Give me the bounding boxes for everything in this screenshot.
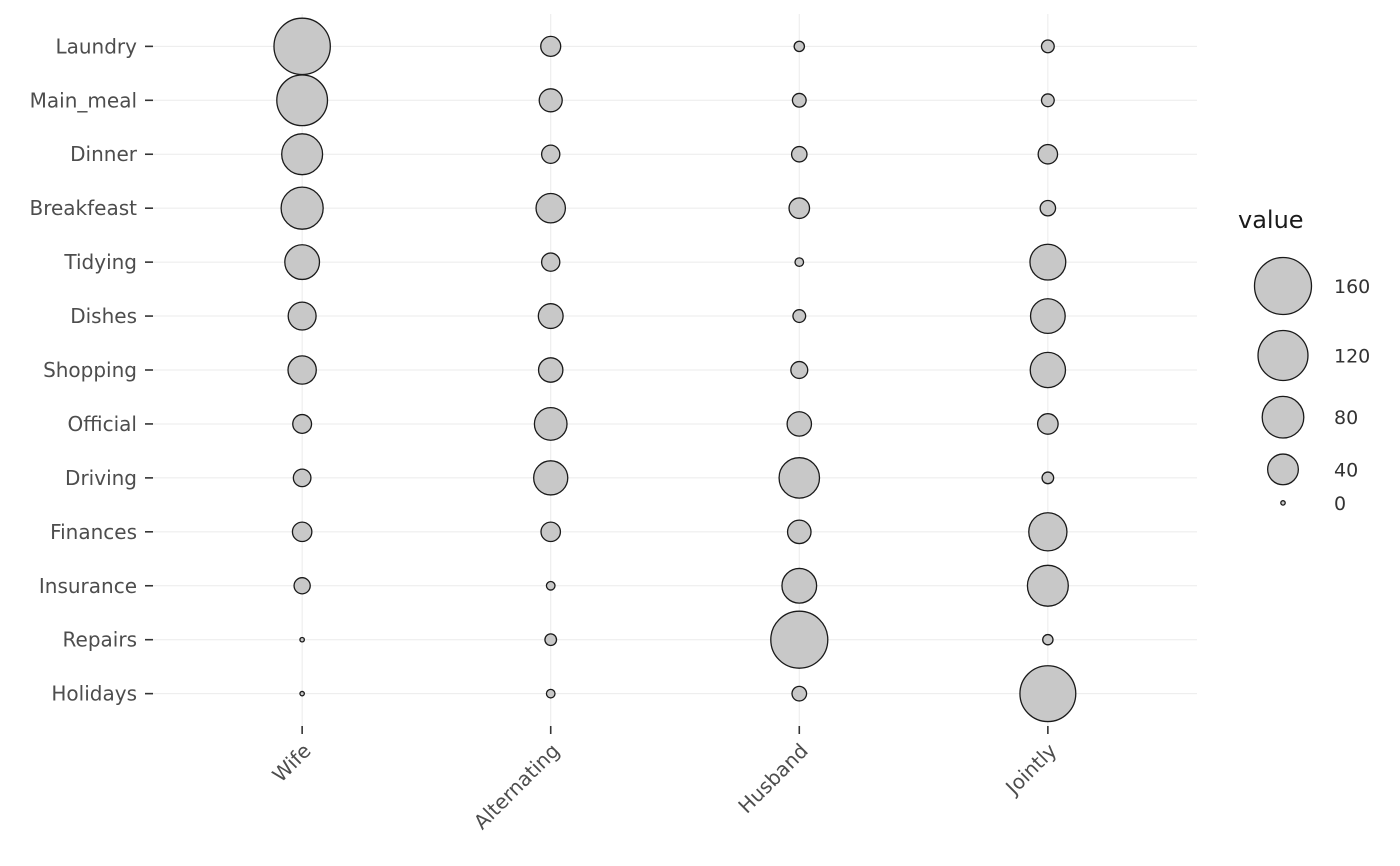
y-axis-label: Driving	[65, 466, 137, 490]
bubble-dishes-husband	[792, 309, 807, 324]
legend-size-circle	[1257, 329, 1309, 382]
bubble-insurance-wife	[293, 577, 311, 595]
bubble-breakfeast-wife	[280, 186, 324, 230]
bubble-main_meal-alternating	[538, 88, 563, 113]
bubble-dishes-jointly	[1029, 298, 1066, 335]
y-axis-label: Dinner	[70, 142, 138, 166]
bubble-insurance-alternating	[545, 580, 556, 591]
bubble-breakfeast-alternating	[535, 192, 567, 224]
bubble-main_meal-husband	[791, 92, 807, 108]
bubble-repairs-jointly	[1042, 633, 1054, 646]
y-axis-label: Main_meal	[30, 88, 137, 112]
bubble-laundry-wife	[273, 17, 331, 76]
legend-size-circle	[1253, 256, 1313, 316]
y-axis-label: Holidays	[51, 682, 137, 706]
bubble-breakfeast-jointly	[1039, 199, 1057, 217]
bubble-repairs-wife	[299, 636, 305, 643]
bubble-breakfeast-husband	[788, 197, 811, 220]
bubble-official-husband	[786, 411, 813, 437]
y-axis-label: Shopping	[43, 358, 137, 382]
bubble-finances-jointly	[1028, 512, 1068, 552]
bubble-dishes-wife	[287, 301, 317, 331]
y-axis-label: Insurance	[39, 574, 137, 598]
y-axis-label: Breakfeast	[29, 196, 137, 220]
legend-title: value	[1238, 206, 1304, 234]
legend-size-circle	[1261, 395, 1305, 439]
bubble-tidying-husband	[794, 257, 805, 268]
bubble-tidying-wife	[284, 244, 321, 281]
bubble-finances-wife	[291, 521, 313, 543]
legend-size-label: 80	[1334, 407, 1358, 429]
legend-size-label: 40	[1334, 459, 1358, 481]
bubble-holidays-husband	[791, 685, 808, 702]
bubble-dinner-wife	[281, 133, 324, 176]
bubble-holidays-wife	[299, 690, 305, 697]
bubble-insurance-jointly	[1026, 564, 1069, 607]
bubble-official-alternating	[533, 406, 568, 441]
legend-size-label: 160	[1334, 276, 1370, 298]
bubble-main_meal-jointly	[1040, 93, 1055, 108]
bubble-official-jointly	[1036, 413, 1059, 435]
bubble-insurance-husband	[781, 567, 818, 604]
bubble-finances-alternating	[540, 521, 562, 543]
bubble-shopping-wife	[287, 355, 317, 385]
y-axis-label: Finances	[50, 520, 137, 544]
bubble-tidying-jointly	[1029, 243, 1067, 281]
y-axis-label: Laundry	[55, 34, 137, 58]
bubble-finances-husband	[786, 519, 812, 545]
bubble-official-wife	[292, 413, 313, 434]
bubble-driving-alternating	[533, 460, 569, 496]
bubble-holidays-alternating	[545, 688, 556, 699]
y-axis-label: Official	[68, 412, 137, 436]
bubble-dinner-alternating	[540, 144, 561, 164]
y-axis-label: Tidying	[63, 250, 137, 274]
bubble-driving-husband	[778, 457, 821, 499]
bubble-dinner-jointly	[1037, 143, 1059, 165]
bubble-dishes-alternating	[537, 303, 564, 330]
bubble-shopping-jointly	[1029, 351, 1067, 389]
bubble-driving-jointly	[1041, 471, 1055, 485]
legend-size-circle	[1280, 500, 1286, 506]
bubble-repairs-husband	[770, 610, 829, 669]
bubble-shopping-alternating	[537, 357, 564, 383]
y-axis-label: Dishes	[70, 304, 137, 328]
y-axis-label: Repairs	[63, 628, 137, 652]
bubble-dinner-husband	[790, 145, 808, 163]
bubble-repairs-alternating	[544, 633, 558, 647]
legend-size-label: 120	[1334, 346, 1370, 368]
legend-size-circle	[1267, 453, 1300, 486]
bubble-laundry-jointly	[1040, 39, 1055, 54]
bubble-driving-wife	[292, 468, 312, 488]
legend-size-label: 0	[1334, 493, 1346, 515]
bubble-laundry-alternating	[540, 35, 562, 57]
bubble-laundry-husband	[793, 40, 806, 53]
bubble-shopping-husband	[790, 360, 809, 380]
bubble-main_meal-wife	[276, 74, 329, 127]
bubble-tidying-alternating	[540, 252, 561, 272]
bubble-holidays-jointly	[1019, 665, 1077, 723]
